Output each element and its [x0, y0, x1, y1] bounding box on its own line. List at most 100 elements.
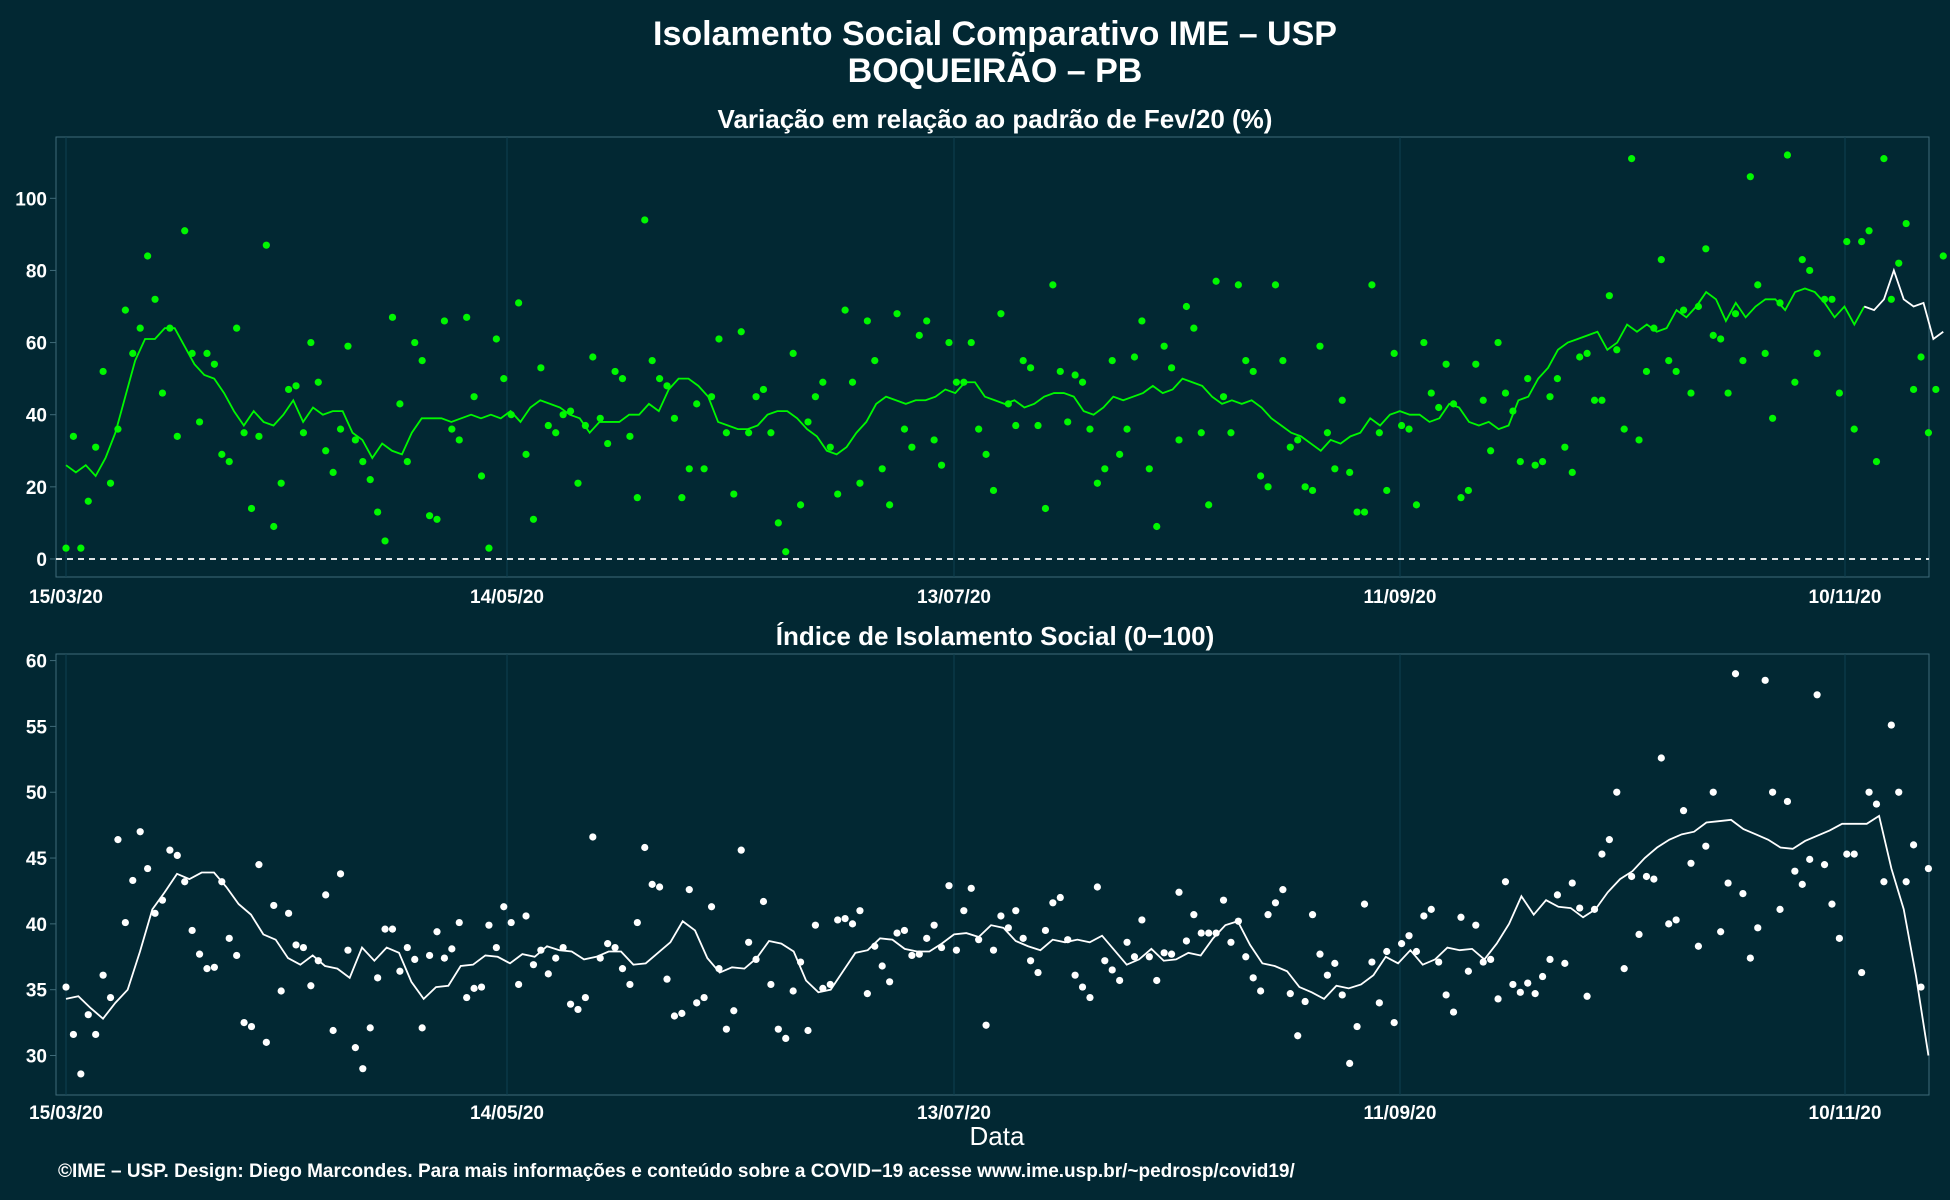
- data-point: [767, 980, 775, 989]
- data-point: [307, 338, 315, 347]
- data-point: [136, 324, 144, 332]
- data-point: [908, 951, 916, 960]
- data-point: [166, 846, 174, 854]
- data-point: [485, 921, 493, 929]
- moving-average-line: [65, 814, 1930, 1056]
- data-point: [1642, 872, 1651, 881]
- data-point: [1687, 859, 1695, 867]
- data-point: [856, 907, 864, 915]
- data-point: [997, 310, 1005, 318]
- data-point: [1145, 953, 1153, 961]
- moving-average-line: [65, 287, 1866, 478]
- data-point: [1739, 357, 1747, 365]
- y-tick-label: 0: [36, 550, 47, 571]
- data-point: [730, 1007, 738, 1015]
- data-point: [1524, 979, 1532, 987]
- data-point: [1895, 788, 1903, 796]
- data-point: [1034, 421, 1042, 430]
- data-point: [69, 1030, 78, 1039]
- data-point: [1130, 953, 1139, 961]
- data-point: [1249, 367, 1257, 376]
- data-point: [1212, 277, 1220, 285]
- data-point: [1798, 256, 1806, 264]
- data-point: [158, 389, 167, 397]
- data-point: [900, 926, 909, 935]
- data-point: [1694, 942, 1702, 950]
- data-point: [1761, 676, 1769, 684]
- data-point: [448, 425, 456, 433]
- data-point: [1783, 151, 1792, 159]
- data-point: [1108, 357, 1116, 365]
- data-point: [611, 367, 619, 376]
- data-point: [359, 457, 367, 466]
- y-tick-label: 20: [26, 478, 47, 499]
- data-point: [693, 999, 701, 1007]
- data-point: [989, 946, 998, 954]
- data-point: [863, 317, 871, 325]
- data-point: [1909, 841, 1918, 849]
- data-point: [1368, 281, 1376, 289]
- data-point: [1791, 378, 1799, 386]
- y-tick-label: 40: [26, 915, 47, 936]
- data-point: [930, 436, 938, 444]
- data-point: [1865, 788, 1873, 796]
- data-point: [1405, 932, 1413, 940]
- data-point: [1316, 342, 1324, 350]
- data-point: [745, 429, 753, 437]
- data-point: [1264, 911, 1272, 919]
- data-point: [492, 943, 500, 952]
- data-point: [1553, 891, 1562, 899]
- data-point: [247, 1022, 256, 1031]
- data-point: [581, 993, 590, 1002]
- data-point: [1160, 342, 1168, 350]
- y-tick-label: 80: [26, 261, 47, 282]
- data-point: [374, 974, 382, 982]
- data-point: [62, 983, 70, 991]
- data-point: [1242, 953, 1250, 961]
- data-point: [1628, 872, 1636, 881]
- data-point: [1101, 465, 1109, 473]
- data-point: [195, 950, 204, 958]
- data-point: [626, 980, 634, 989]
- data-point: [1249, 974, 1257, 982]
- x-tick-label: 11/09/20: [1364, 587, 1437, 608]
- data-point: [1813, 349, 1821, 357]
- data-point: [663, 975, 671, 983]
- data-point: [92, 1030, 100, 1039]
- data-point: [1301, 997, 1309, 1006]
- data-point: [411, 955, 419, 964]
- data-point: [1642, 367, 1651, 376]
- data-point: [1227, 429, 1235, 437]
- data-point: [804, 418, 812, 426]
- data-point: [1568, 468, 1576, 477]
- data-point: [1791, 867, 1799, 875]
- data-point: [633, 494, 641, 502]
- y-tick-label: 60: [26, 334, 47, 355]
- data-point: [173, 851, 181, 860]
- data-point: [774, 519, 782, 527]
- data-point: [1924, 429, 1933, 437]
- data-point: [1820, 861, 1829, 869]
- data-point: [611, 943, 619, 952]
- data-point: [173, 432, 181, 440]
- data-point: [848, 378, 857, 386]
- data-point: [233, 951, 241, 960]
- data-point: [1064, 418, 1072, 426]
- data-point: [1390, 1018, 1398, 1027]
- data-point: [1264, 483, 1272, 491]
- data-point: [1019, 357, 1027, 365]
- data-point: [1576, 904, 1584, 912]
- data-point: [796, 501, 805, 509]
- data-point: [989, 486, 998, 495]
- data-point: [952, 378, 961, 386]
- data-point: [848, 920, 857, 928]
- footer-credit: ©IME – USP. Design: Diego Marcondes. Par…: [58, 1161, 1295, 1182]
- data-point: [1761, 349, 1769, 357]
- data-point: [975, 936, 983, 944]
- data-point: [1420, 912, 1428, 920]
- data-point: [240, 429, 248, 437]
- data-point: [826, 443, 834, 451]
- data-point: [722, 429, 730, 437]
